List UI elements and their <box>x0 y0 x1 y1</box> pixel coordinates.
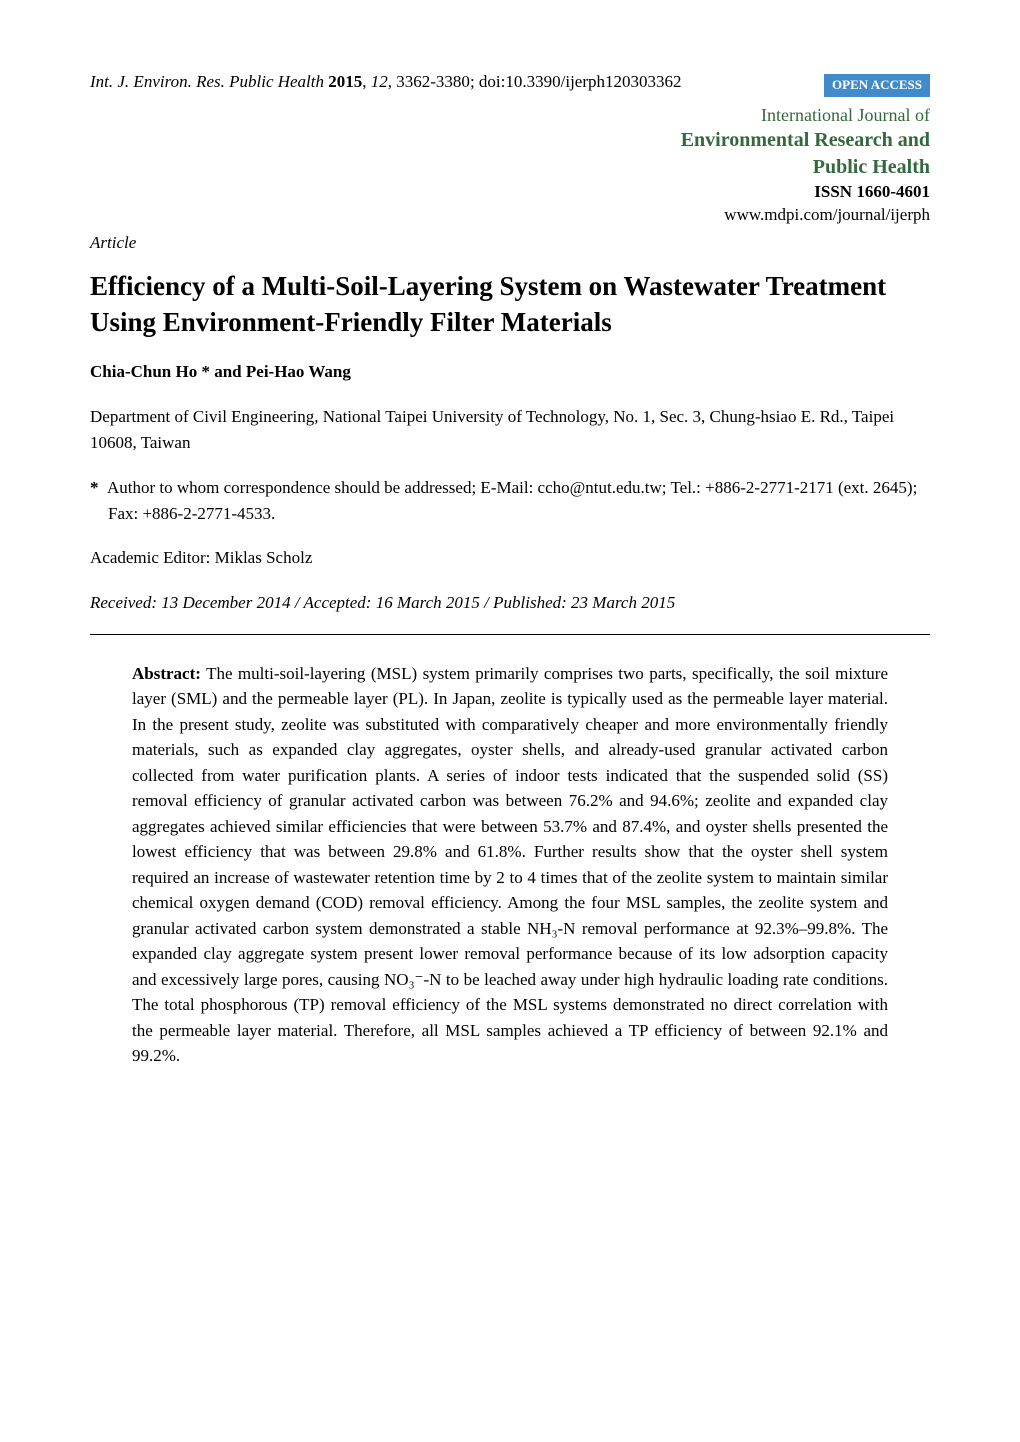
divider <box>90 634 930 635</box>
journal-abbreviation: Int. J. Environ. Res. Public Health <box>90 72 324 91</box>
article-title: Efficiency of a Multi-Soil-Layering Syst… <box>90 269 930 339</box>
correspondence-text: Author to whom correspondence should be … <box>107 478 917 523</box>
correspondence-asterisk: * <box>90 478 99 497</box>
publication-year: 2015 <box>328 72 362 91</box>
volume: 12 <box>371 72 388 91</box>
journal-name-line2: Public Health <box>90 154 930 181</box>
doi: doi:10.3390/ijerph120303362 <box>479 72 682 91</box>
affiliation: Department of Civil Engineering, Nationa… <box>90 404 930 455</box>
authors: Chia-Chun Ho * and Pei-Hao Wang <box>90 360 930 385</box>
journal-info-block: International Journal of Environmental R… <box>90 103 930 227</box>
abstract-text: The multi-soil-layering (MSL) system pri… <box>132 664 888 1066</box>
correspondence: * Author to whom correspondence should b… <box>90 475 930 526</box>
journal-international-line: International Journal of <box>90 103 930 127</box>
journal-url: www.mdpi.com/journal/ijerph <box>90 204 930 227</box>
abstract-label: Abstract: <box>132 664 201 683</box>
citation-header: Int. J. Environ. Res. Public Health 2015… <box>90 70 930 95</box>
journal-issn: ISSN 1660-4601 <box>90 181 930 204</box>
abstract: Abstract: The multi-soil-layering (MSL) … <box>90 661 930 1069</box>
publication-dates: Received: 13 December 2014 / Accepted: 1… <box>90 591 930 616</box>
pages: 3362-3380 <box>396 72 470 91</box>
journal-name-line1: Environmental Research and <box>90 127 930 154</box>
article-type: Article <box>90 231 930 256</box>
open-access-badge: OPEN ACCESS <box>824 74 930 97</box>
academic-editor: Academic Editor: Miklas Scholz <box>90 546 930 571</box>
